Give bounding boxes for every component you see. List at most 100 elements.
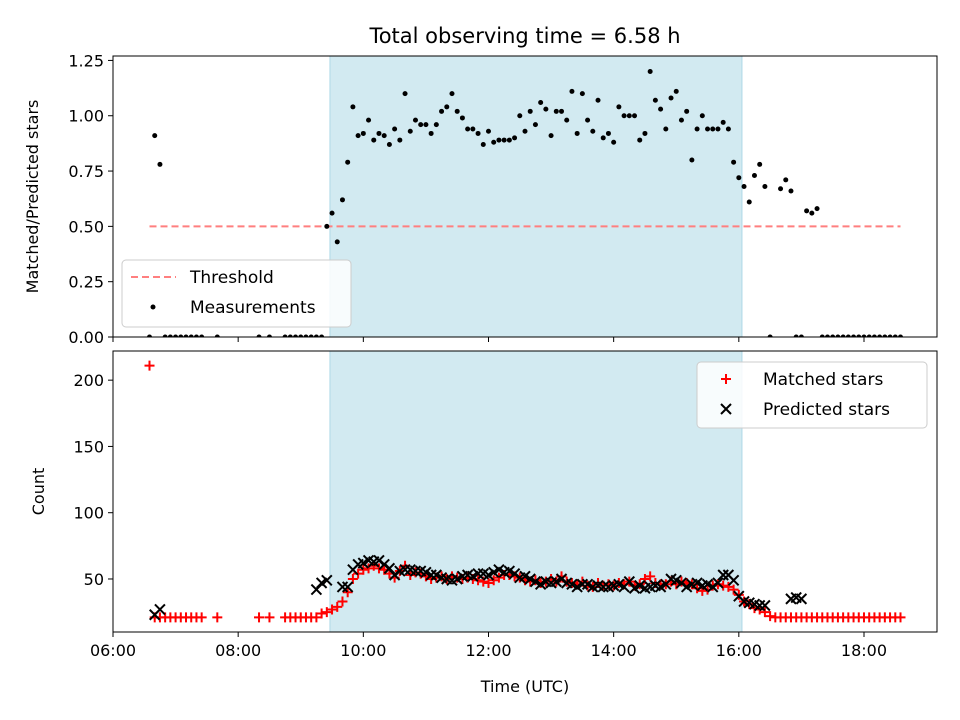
data-point bbox=[350, 104, 356, 110]
legend-frame bbox=[121, 259, 352, 328]
data-point bbox=[316, 608, 327, 619]
data-point bbox=[882, 334, 888, 337]
legend-matched-swatch bbox=[721, 374, 731, 384]
data-point bbox=[196, 612, 207, 623]
data-point bbox=[485, 128, 491, 134]
data-point bbox=[345, 159, 351, 165]
data-point bbox=[689, 157, 695, 163]
data-point bbox=[751, 172, 757, 178]
series-predicted-stars bbox=[149, 554, 808, 621]
data-point bbox=[162, 334, 168, 337]
x-tick-label: 12:00 bbox=[465, 641, 511, 660]
data-point bbox=[439, 108, 445, 114]
data-point bbox=[313, 334, 319, 337]
data-point bbox=[428, 130, 434, 136]
data-point bbox=[311, 612, 322, 623]
data-point bbox=[757, 161, 763, 167]
legend-measurements-label: Measurements bbox=[190, 298, 316, 318]
data-point bbox=[892, 334, 898, 337]
data-point bbox=[488, 575, 499, 586]
data-point bbox=[517, 113, 523, 119]
data-point bbox=[449, 91, 455, 97]
data-point bbox=[527, 108, 533, 114]
data-point bbox=[512, 135, 518, 141]
data-point bbox=[538, 99, 544, 105]
data-point bbox=[783, 177, 789, 183]
data-point bbox=[877, 334, 883, 337]
data-point bbox=[645, 571, 656, 582]
data-point bbox=[157, 161, 163, 167]
data-point bbox=[470, 126, 476, 132]
data-point bbox=[819, 334, 825, 337]
data-point bbox=[336, 581, 349, 593]
data-point bbox=[433, 122, 439, 128]
data-point bbox=[212, 612, 223, 623]
data-point bbox=[506, 137, 512, 143]
y-tick-label: 1.25 bbox=[68, 51, 104, 70]
observing-window-span bbox=[329, 351, 742, 632]
data-point bbox=[569, 88, 575, 94]
data-point bbox=[386, 142, 392, 148]
data-point bbox=[632, 113, 638, 119]
observing-window-span bbox=[329, 56, 742, 337]
data-point bbox=[355, 133, 361, 139]
data-point bbox=[715, 126, 721, 132]
plot-frame bbox=[112, 55, 938, 338]
chart-title: Total observing time = 6.58 h bbox=[368, 24, 680, 48]
y-axis-label: Count bbox=[29, 468, 48, 516]
data-point bbox=[399, 563, 411, 576]
data-point bbox=[339, 197, 345, 203]
data-point bbox=[717, 569, 729, 581]
legend: Matched stars Predicted stars bbox=[696, 361, 928, 429]
data-point bbox=[866, 334, 872, 337]
data-point bbox=[652, 97, 658, 103]
data-point bbox=[804, 208, 810, 214]
data-point bbox=[483, 577, 494, 588]
data-point bbox=[423, 122, 429, 128]
data-point bbox=[658, 106, 664, 112]
data-point bbox=[762, 184, 768, 190]
data-point bbox=[788, 188, 794, 194]
data-point bbox=[167, 334, 173, 337]
data-point bbox=[809, 210, 815, 216]
data-point bbox=[324, 223, 330, 229]
data-point bbox=[723, 581, 734, 592]
data-point bbox=[710, 126, 716, 132]
data-point bbox=[418, 122, 424, 128]
data-point bbox=[731, 159, 737, 165]
data-point bbox=[178, 334, 184, 337]
data-point bbox=[332, 601, 343, 612]
data-point bbox=[358, 564, 369, 575]
data-point bbox=[830, 334, 836, 337]
data-point bbox=[835, 334, 841, 337]
data-point bbox=[767, 334, 773, 337]
data-point bbox=[319, 334, 325, 337]
data-point bbox=[407, 128, 413, 134]
data-point bbox=[475, 130, 481, 136]
data-point bbox=[705, 126, 711, 132]
y-tick-label: 200 bbox=[73, 371, 104, 390]
data-point bbox=[282, 334, 288, 337]
data-point bbox=[334, 239, 340, 245]
data-point bbox=[897, 334, 903, 337]
data-point bbox=[308, 334, 314, 337]
data-point bbox=[341, 581, 354, 593]
data-point bbox=[765, 611, 776, 622]
data-point bbox=[814, 206, 820, 212]
data-point bbox=[887, 334, 893, 337]
data-point bbox=[188, 334, 194, 337]
data-point bbox=[264, 612, 275, 623]
data-point bbox=[840, 334, 846, 337]
count-panel: 50 100 150 200 06:00 08:00 10:00 12:00 14:00 16:0… bbox=[29, 350, 938, 660]
data-point bbox=[152, 133, 158, 139]
data-point bbox=[616, 104, 622, 110]
data-point bbox=[154, 603, 166, 616]
data-point bbox=[472, 567, 484, 580]
data-point bbox=[425, 569, 437, 581]
data-point bbox=[637, 137, 643, 143]
data-point bbox=[532, 122, 538, 128]
data-point bbox=[753, 599, 766, 612]
data-point bbox=[590, 128, 596, 134]
data-point bbox=[824, 334, 830, 337]
data-point bbox=[647, 68, 653, 74]
